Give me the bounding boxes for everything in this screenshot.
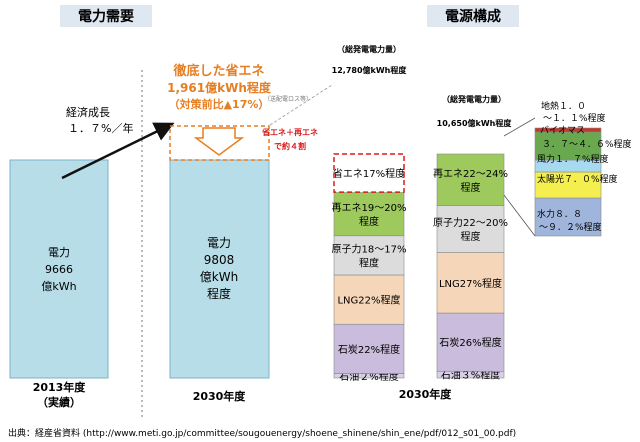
demand-header-box	[60, 5, 152, 27]
breakdown-link-top	[503, 117, 536, 137]
growth-arrow	[61, 122, 175, 180]
left-total-value: 12,780億kWh程度	[332, 65, 408, 75]
stack-0-label-2: LNG22%程度	[337, 294, 400, 307]
saving-label-3: （対策前比▲17%）	[169, 97, 270, 111]
stack-1-label-2: LNG27%程度	[439, 277, 502, 290]
saving-down-arrow	[193, 127, 245, 156]
right-total-value: 10,650億kWh程度	[437, 118, 513, 128]
demand-header: 電力需要	[78, 8, 134, 25]
saving-label-1: 徹底した省エネ	[172, 63, 264, 79]
breakdown-label-4-b: ～１．１%程度	[543, 112, 606, 124]
breakdown-label-0-b: ～９．２%程度	[539, 221, 602, 233]
breakdown-label-2: 風力１．７%程度	[537, 153, 609, 165]
breakdown-label-3-b: ３．７～４．６%程度	[542, 138, 632, 150]
stack-0-label-5: 省エネ17%程度	[333, 167, 405, 180]
growth-label-1: 経済成長	[66, 105, 110, 119]
breakdown-label-4: 地熱１．０	[541, 100, 586, 112]
link-line-top	[269, 84, 333, 126]
supply-year: 2030年度	[399, 387, 453, 401]
breakdown-label-0: 水力８．８	[537, 208, 582, 220]
bar-2013-label-2: 9666	[45, 263, 73, 276]
stack-1-label-4: 再エネ22～24%	[433, 168, 508, 180]
bar-2013-label-3: 億kWh	[41, 280, 76, 293]
annotation-line-2: で約４割	[274, 141, 306, 151]
stack-1-label-1: 石炭26%程度	[439, 336, 501, 349]
stack-1-label-4-b: 程度	[461, 181, 481, 194]
breakdown-segment-4	[534, 127, 602, 133]
breakdown-segment-1	[534, 171, 602, 199]
bar-2030-label-4: 程度	[207, 286, 231, 301]
bar-2030-year: 2030年度	[193, 389, 247, 403]
breakdown-segment-0	[534, 197, 602, 237]
stack-1-segment-4	[436, 153, 505, 206]
stack-0-label-4-b: 程度	[359, 215, 379, 228]
loss-note: （送配電ロス等）	[264, 95, 312, 103]
left-total-caption: （総発電電力量）	[337, 44, 401, 54]
bar-2013-label-1: 電力	[48, 246, 70, 259]
bar-2030-label-1: 電力	[207, 236, 231, 250]
bar-2030-label-3: 億kWh	[200, 270, 238, 284]
right-total-caption: （総発電電力量）	[442, 94, 506, 104]
stack-0-segment-5	[333, 153, 405, 193]
growth-label-2: １．７%／年	[68, 121, 133, 135]
stack-1-label-3: 原子力22～20%	[433, 216, 508, 229]
saving-label-2: 1,961億kWh程度	[167, 80, 272, 95]
breakdown-segment-3	[534, 131, 602, 161]
supply-stacks: 石油２%程度石炭22%程度LNG22%程度原子力18～17%程度再エネ19～20…	[332, 153, 508, 383]
source-text: 出典：経産省資料 (http://www.meti.go.jp/committe…	[8, 427, 516, 439]
stack-0-label-3: 原子力18～17%	[332, 242, 407, 255]
bar-2013	[9, 159, 109, 379]
stack-1-label-0: 石油３%程度	[441, 369, 501, 382]
stack-1-segment-2	[436, 252, 505, 314]
stack-0-label-3-b: 程度	[359, 256, 379, 269]
stack-1-segment-1	[436, 312, 505, 372]
bar-2013-year: 2013年度	[33, 380, 87, 394]
breakdown-label-3: バイオマス	[540, 125, 585, 136]
bar-2030-label-2: 9808	[204, 253, 235, 267]
breakdown-label-1: 太陽光７．０%程度	[537, 173, 618, 185]
supply-header: 電源構成	[445, 8, 501, 25]
bar-2030-demand	[169, 159, 270, 379]
stack-0-label-1: 石炭22%程度	[338, 343, 400, 356]
stack-1-label-3-b: 程度	[461, 230, 481, 243]
stack-0-label-4: 再エネ19～20%	[332, 202, 407, 214]
annotation-line-1: 省エネ＋再エネ	[261, 127, 318, 137]
supply-header-box	[427, 5, 519, 27]
saving-dashed-box	[169, 125, 270, 161]
bar-2013-note: （実績）	[37, 395, 81, 409]
breakdown-link-bottom	[503, 194, 536, 237]
